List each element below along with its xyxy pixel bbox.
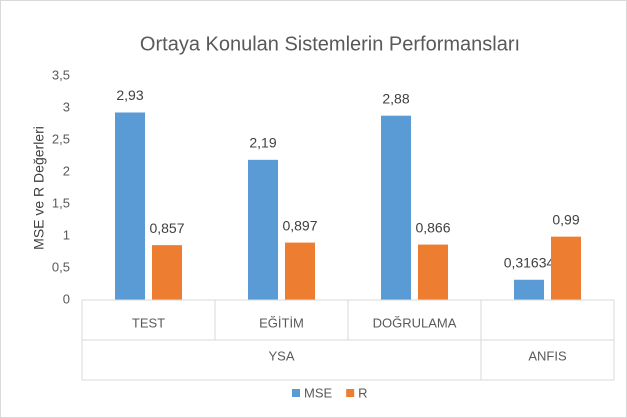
data-label: 0,897	[282, 217, 317, 233]
bar	[285, 242, 315, 300]
data-label: 0,866	[415, 219, 450, 235]
legend-label: MSE	[304, 385, 333, 400]
data-label: 0,31634	[504, 254, 555, 270]
bar	[381, 115, 411, 301]
bar	[152, 245, 182, 300]
data-label: 2,93	[116, 87, 143, 103]
data-label: 2,19	[249, 135, 276, 151]
x-tick-label: TEST	[132, 315, 165, 330]
y-tick-label: 0	[63, 291, 70, 306]
y-tick-label: 2,5	[52, 131, 70, 146]
bar	[248, 159, 278, 300]
data-label: 0,857	[149, 220, 184, 236]
y-tick-label: 1	[63, 227, 70, 242]
bar	[514, 279, 544, 300]
y-tick-label: 3,5	[52, 67, 70, 82]
y-tick-label: 1,5	[52, 195, 70, 210]
data-label: 0,99	[552, 211, 579, 227]
y-tick-label: 2	[63, 163, 70, 178]
x-group-label: YSA	[268, 348, 294, 363]
legend-swatch	[346, 389, 355, 397]
y-axis-title: MSE ve R Değerleri	[31, 126, 47, 250]
bar	[115, 112, 145, 300]
legend-label: R	[358, 385, 367, 400]
x-tick-label: EĞİTİM	[259, 315, 304, 330]
y-tick-label: 0,5	[52, 259, 70, 274]
x-tick-label: DOĞRULAMA	[373, 315, 457, 330]
bar	[418, 244, 448, 300]
x-group-label: ANFIS	[528, 348, 567, 363]
y-tick-label: 3	[63, 99, 70, 114]
data-label: 2,88	[382, 90, 409, 106]
legend-swatch	[292, 389, 300, 397]
bar	[551, 236, 581, 300]
chart-title: Ortaya Konulan Sistemlerin Performanslar…	[140, 33, 520, 55]
